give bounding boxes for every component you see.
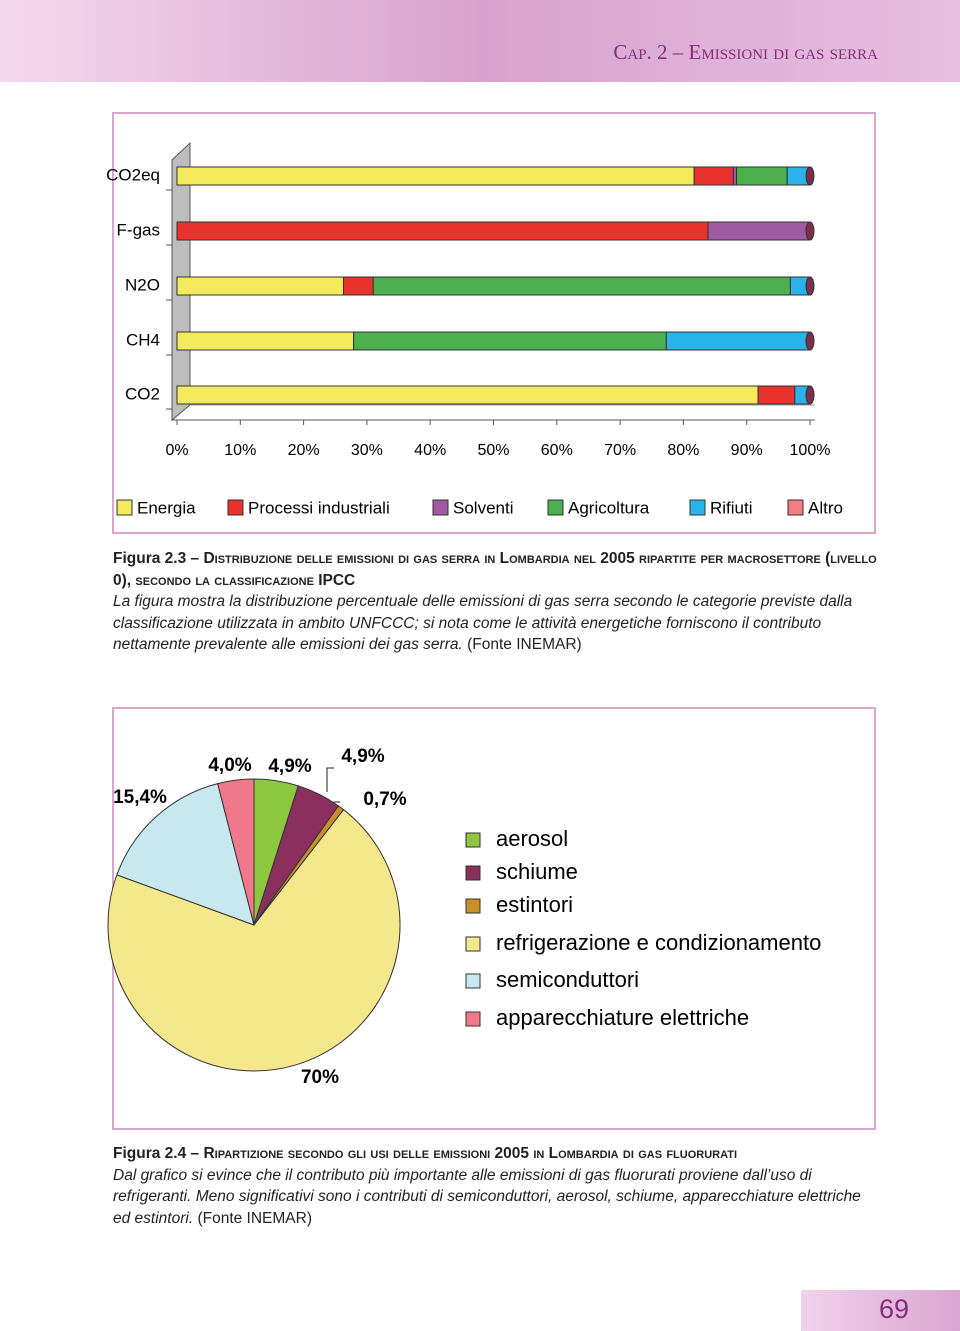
legend-label: aerosol — [496, 826, 568, 851]
leader-line — [326, 767, 334, 792]
caption-body: Dal grafico si evince che il contributo … — [113, 1166, 861, 1227]
bar-segment — [176, 331, 355, 351]
x-tick-label: 50% — [477, 442, 509, 459]
legend-swatch — [547, 499, 564, 516]
pie-label: 4,9% — [268, 756, 311, 777]
x-tick-label: 90% — [731, 442, 763, 459]
x-tick-label: 100% — [790, 442, 831, 459]
legend-label: Processi industriali — [248, 498, 390, 517]
legend-swatch — [465, 832, 481, 848]
bar-segment — [353, 331, 667, 351]
pie-label: 70% — [301, 1067, 339, 1088]
chart-frame — [112, 112, 876, 534]
bar-segment — [176, 385, 759, 405]
bar-segment — [176, 221, 709, 241]
pie-label: 15,4% — [113, 787, 167, 808]
legend-swatch — [787, 499, 804, 516]
bar-segment — [707, 221, 811, 241]
legend-label: Altro — [808, 498, 843, 517]
legend-swatch — [465, 973, 481, 989]
legend-label: apparecchiature elettriche — [496, 1005, 749, 1030]
x-tick-label: 70% — [604, 442, 636, 459]
bar-cap — [805, 385, 815, 405]
caption-label: Figura 2.3 — [113, 550, 187, 567]
legend-swatch — [465, 865, 481, 881]
bar-segment — [342, 276, 374, 296]
bar-segment — [757, 385, 796, 405]
legend-label: Solventi — [453, 498, 513, 517]
caption-title: – Distribuzione delle emissioni di gas s… — [113, 550, 877, 589]
legend-label: estintori — [496, 892, 573, 917]
legend-swatch — [116, 499, 133, 516]
bar-cap — [805, 166, 815, 186]
legend-label: schiume — [496, 859, 578, 884]
pie-slice — [107, 808, 401, 1072]
legend-swatch — [465, 898, 481, 914]
y-tick-label: CO2 — [125, 384, 160, 403]
y-tick-label: CH4 — [126, 330, 160, 349]
bar-segment — [176, 166, 695, 186]
caption-body: La figura mostra la distribuzione percen… — [113, 593, 853, 653]
legend-label: Rifiuti — [710, 498, 753, 517]
legend-label: Energia — [137, 498, 196, 517]
y-tick-label: N2O — [125, 275, 160, 294]
x-tick-label: 0% — [165, 442, 188, 459]
bar-segment — [736, 166, 788, 186]
x-tick-label: 20% — [288, 442, 320, 459]
bar-segment — [665, 331, 811, 351]
header-band: Cap. 2 – Emissioni di gas serra — [0, 0, 960, 82]
bar-segment — [693, 166, 734, 186]
caption-label: Figura 2.4 — [113, 1145, 187, 1162]
x-tick-label: 40% — [414, 442, 446, 459]
page-number: 69 — [879, 1294, 910, 1324]
legend-label: semiconduttori — [496, 967, 639, 992]
pie-slice — [116, 782, 255, 926]
bar-segment — [176, 276, 344, 296]
x-tick-label: 60% — [541, 442, 573, 459]
legend-label: refrigerazione e condizionamento — [496, 930, 821, 955]
bar-cap — [805, 276, 815, 296]
bar-cap — [805, 221, 815, 241]
x-tick-label: 80% — [667, 442, 699, 459]
bar-segment — [372, 276, 791, 296]
x-tick-label: 30% — [351, 442, 383, 459]
legend-swatch — [689, 499, 706, 516]
y-tick-label: CO2eq — [106, 165, 160, 184]
caption: Figura 2.4 – Ripartizione secondo gli us… — [113, 1143, 881, 1229]
legend-label: Agricoltura — [568, 498, 650, 517]
legend-swatch — [465, 1011, 481, 1027]
pie-label: 0,7% — [363, 789, 406, 810]
y-tick-label: F-gas — [117, 220, 160, 239]
legend-swatch — [432, 499, 449, 516]
caption: Figura 2.3 – Distribuzione delle emissio… — [113, 548, 881, 656]
page-number-band: 69 — [801, 1290, 960, 1331]
pie-label: 4,0% — [208, 755, 251, 776]
pie-label: 4,9% — [341, 746, 384, 767]
header-title: Cap. 2 – Emissioni di gas serra — [613, 40, 878, 64]
caption-title: – Ripartizione secondo gli usi delle emi… — [190, 1145, 738, 1162]
legend-swatch — [227, 499, 244, 516]
pie-slice — [217, 778, 255, 926]
bar-cap — [805, 331, 815, 351]
legend-swatch — [465, 936, 481, 952]
x-tick-label: 10% — [224, 442, 256, 459]
caption-source: (Fonte INEMAR) — [197, 1209, 313, 1227]
caption-source: (Fonte INEMAR) — [467, 636, 582, 653]
